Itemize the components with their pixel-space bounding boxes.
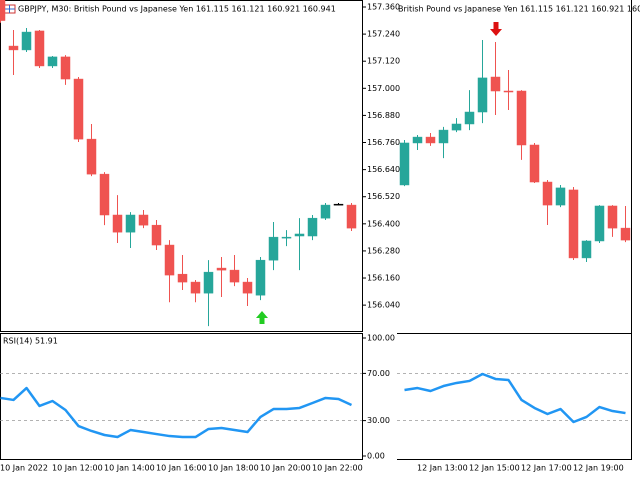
x-tick-label: 10 Jan 2022 xyxy=(0,464,48,473)
rsi-y-tick-label: 30.00 xyxy=(367,416,390,425)
candle-body xyxy=(516,90,527,146)
candle-body xyxy=(333,203,344,206)
y-tick-label: 157.240 xyxy=(367,30,400,39)
rsi-panel-frame xyxy=(0,333,363,460)
y-tick-label: 156.640 xyxy=(367,165,400,174)
candle-body xyxy=(242,281,253,294)
rsi-y-tick-label: 100.00 xyxy=(367,334,395,343)
candle-body xyxy=(555,187,566,206)
candle-body xyxy=(177,273,188,283)
x-tick-label: 10 Jan 12:00 xyxy=(52,464,103,473)
rsi-plot xyxy=(397,372,631,424)
chart-title: GBPJPY, M30: British Pound vs Japanese Y… xyxy=(18,5,336,14)
candle-body xyxy=(568,189,579,259)
rsi-line xyxy=(0,386,353,439)
x-tick-label: 12 Jan 13:00 xyxy=(417,464,468,473)
candle-body xyxy=(190,281,201,294)
x-tick-label: 10 Jan 18:00 xyxy=(208,464,259,473)
rsi-y-tick-label: 0.00 xyxy=(367,452,385,461)
symbol-icon xyxy=(3,4,16,14)
rsi-y-tick-label: 70.00 xyxy=(367,369,390,378)
candle-body xyxy=(86,138,97,175)
candle-body xyxy=(281,236,292,239)
candle-body xyxy=(425,136,436,144)
candle-body xyxy=(477,77,488,113)
rsi-line xyxy=(404,372,626,424)
candle-body xyxy=(464,111,475,125)
price-plot xyxy=(399,39,631,262)
y-tick-label: 156.280 xyxy=(367,246,400,255)
x-tick-label: 12 Jan 15:00 xyxy=(469,464,520,473)
candle-body xyxy=(99,173,110,216)
x-tick-label: 10 Jan 16:00 xyxy=(156,464,207,473)
x-tick-label: 12 Jan 17:00 xyxy=(521,464,572,473)
candle-body xyxy=(399,142,410,186)
candle-body xyxy=(438,129,449,144)
candle-body xyxy=(112,214,123,233)
y-tick-label: 157.120 xyxy=(367,57,400,66)
sell-arrow xyxy=(490,22,502,36)
candle-body xyxy=(47,56,58,67)
candle-body xyxy=(151,224,162,246)
x-tick-label: 10 Jan 20:00 xyxy=(260,464,311,473)
candle-body xyxy=(21,31,32,51)
y-tick-label: 156.760 xyxy=(367,138,400,147)
candle-body xyxy=(216,267,227,271)
candle-body xyxy=(542,181,553,206)
candle-body xyxy=(412,136,423,144)
candle-body xyxy=(503,90,514,93)
candle-body xyxy=(138,214,149,226)
candle-body xyxy=(255,259,266,296)
candle-body xyxy=(60,56,71,80)
y-tick-label: 156.880 xyxy=(367,111,400,120)
candle-body xyxy=(529,144,540,183)
x-tick-label: 12 Jan 19:00 xyxy=(573,464,624,473)
candle-body xyxy=(620,227,631,241)
indicator-label: RSI(14) 51.91 xyxy=(3,337,58,346)
y-tick-label: 156.520 xyxy=(367,192,400,201)
candle-body xyxy=(268,236,279,261)
candle-body xyxy=(73,78,84,140)
candle-body xyxy=(346,204,357,229)
candle-body xyxy=(607,205,618,229)
candle-body xyxy=(34,30,45,67)
candle-body xyxy=(320,204,331,219)
candle-body xyxy=(0,0,6,21)
candle-body xyxy=(490,76,501,92)
candle-body xyxy=(307,217,318,237)
price-plot xyxy=(0,0,357,327)
candle-body xyxy=(294,233,305,237)
price-panel-frame xyxy=(0,0,363,332)
y-tick-label: 157.360 xyxy=(367,3,400,12)
candle-body xyxy=(229,269,240,283)
y-tick-label: 156.400 xyxy=(367,219,400,228)
candle-body xyxy=(125,214,136,233)
candle-body xyxy=(203,271,214,294)
chart-title: British Pound vs Japanese Yen 161.115 16… xyxy=(398,5,640,14)
y-tick-label: 157.000 xyxy=(367,84,400,93)
y-tick-label: 156.040 xyxy=(367,301,400,310)
candle-body xyxy=(164,244,175,276)
candle-body xyxy=(594,205,605,242)
x-tick-label: 10 Jan 14:00 xyxy=(104,464,155,473)
x-tick-label: 10 Jan 22:00 xyxy=(312,464,363,473)
candle-body xyxy=(451,123,462,131)
rsi-plot xyxy=(0,372,362,439)
candle-body xyxy=(581,240,592,259)
candle-body xyxy=(8,45,19,51)
y-tick-label: 156.160 xyxy=(367,274,400,283)
buy-arrow xyxy=(256,311,268,324)
